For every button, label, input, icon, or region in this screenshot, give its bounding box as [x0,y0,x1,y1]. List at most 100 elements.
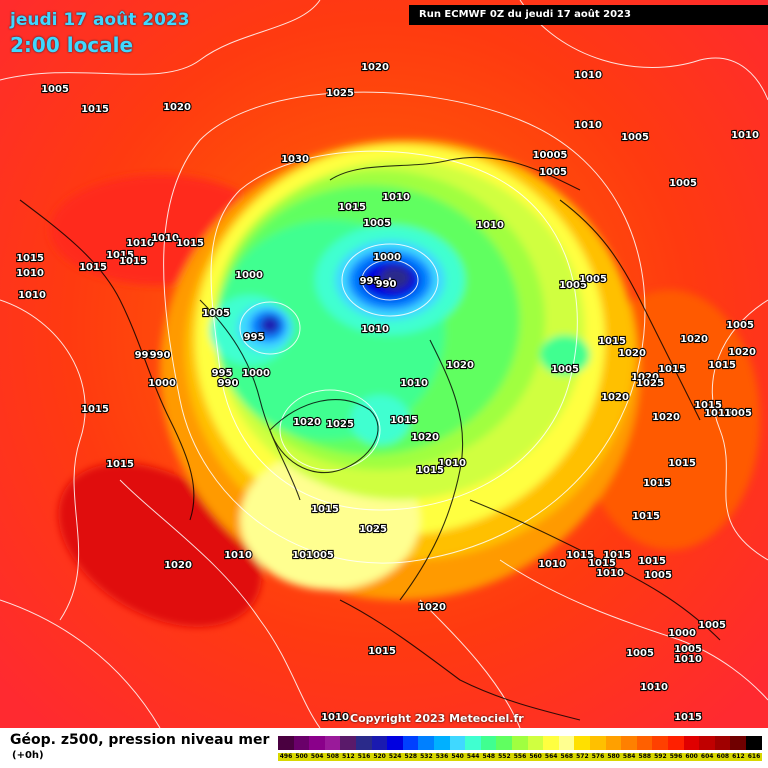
pressure-label: 995 [244,332,265,343]
pressure-label: 1020 [293,417,321,428]
legend-swatch [652,736,669,750]
legend-value: 540 [449,753,466,761]
pressure-label: 1005 [559,280,587,291]
pressure-label: 1015 [632,511,660,522]
pressure-label: 1015 [668,458,696,469]
pressure-label: 1010 [126,238,154,249]
legend-swatch [293,736,310,750]
map-parameter-title: Géop. z500, pression niveau mer [10,732,270,748]
pressure-label: 1000 [373,252,401,263]
legend-swatch [636,736,653,750]
legend-value: 572 [574,753,591,761]
legend-swatch [512,736,528,750]
legend-swatch [699,736,716,750]
legend-swatch [558,736,575,750]
pressure-label: 1000 [235,270,263,281]
legend-swatch [683,736,700,750]
pressure-label: 990 [376,279,397,290]
pressure-label: 1010 [574,70,602,81]
legend-value: 496 [278,753,294,761]
pressure-label: 1005 [626,648,654,659]
legend-value: 536 [434,753,450,761]
pressure-label: 1015 [588,558,616,569]
pressure-label: 1015 [311,504,339,515]
legend-value: 552 [496,753,513,761]
legend-value: 608 [714,753,731,761]
pressure-label: 1010 [596,568,624,579]
pressure-label: 1010 [18,290,46,301]
pressure-label: 1005 [724,408,752,419]
pressure-label: 1020 [728,347,756,358]
legend-value: 504 [309,753,326,761]
pressure-label: 1015 [106,250,134,261]
legend-swatch [590,736,606,750]
pressure-label: 1005 [579,274,607,285]
pressure-label: 1015 [81,104,109,115]
legend-swatch [449,736,466,750]
pressure-label: 1010 [731,130,759,141]
pressure-label: 1015 [658,364,686,375]
pressure-label: 1010 [224,550,252,561]
pressure-label: 1010 [382,192,410,203]
pressure-label: 1010 [574,120,602,131]
legend-swatch [387,736,404,750]
pressure-label: 1005 [621,132,649,143]
pressure-label: 1020 [601,392,629,403]
legend-value: 584 [621,753,638,761]
legend-swatch [496,736,513,750]
pressure-label: 1015 [416,465,444,476]
pressure-label: 10005 [533,150,568,161]
pressure-label: 1005 [674,644,702,655]
pressure-label: 1010 [16,268,44,279]
pressure-label: 1010 [151,233,179,244]
pressure-label: 1020 [446,360,474,371]
pressure-label: 1015 [119,256,147,267]
legend-swatch [434,736,450,750]
forecast-local-time: 2:00 locale [10,33,134,57]
pressure-label: 1005 [726,320,754,331]
pressure-label: 995 [135,350,156,361]
legend-swatch [371,736,388,750]
legend-value: 560 [527,753,544,761]
pressure-label: 1020 [163,102,191,113]
legend-value: 568 [558,753,575,761]
pressure-label: 1010 [476,220,504,231]
legend-value: 600 [683,753,700,761]
pressure-label: 1000 [242,368,270,379]
pressure-label: 1015 [338,202,366,213]
pressure-label: 1015 [390,415,418,426]
pressure-label: 1005 [363,218,391,229]
legend-value: 564 [543,753,560,761]
pressure-label: 1015 [603,550,631,561]
legend-value: 580 [605,753,622,761]
legend-value: 576 [590,753,606,761]
pressure-label: 995 [212,368,233,379]
legend-value: 592 [652,753,669,761]
legend-value: 544 [465,753,482,761]
pressure-label: 1015 [79,262,107,273]
pressure-label: 1030 [281,154,309,165]
legend-swatch [621,736,638,750]
pressure-label: 1000 [668,628,696,639]
geopotential-field [50,140,760,627]
pressure-label: 1010 [538,559,566,570]
pressure-label: 1015 [566,550,594,561]
pressure-label: 1015 [704,408,732,419]
pressure-label: 1010 [438,458,466,469]
pressure-label: 1015 [106,459,134,470]
pressure-label: 1020 [418,602,446,613]
pressure-label: 1015 [674,712,702,723]
pressure-label: 1020 [618,348,646,359]
pressure-label: 1005 [698,620,726,631]
pressure-label: 1020 [652,412,680,423]
legend-swatch [340,736,357,750]
pressure-label: 1020 [411,432,439,443]
pressure-label: 1005 [644,570,672,581]
legend-value: 612 [730,753,747,761]
pressure-label: 1015 [81,404,109,415]
pressure-label: 1005 [551,364,579,375]
pressure-label: 1015 [643,478,671,489]
legend-swatch [480,736,497,750]
pressure-label: 995 [360,276,381,287]
